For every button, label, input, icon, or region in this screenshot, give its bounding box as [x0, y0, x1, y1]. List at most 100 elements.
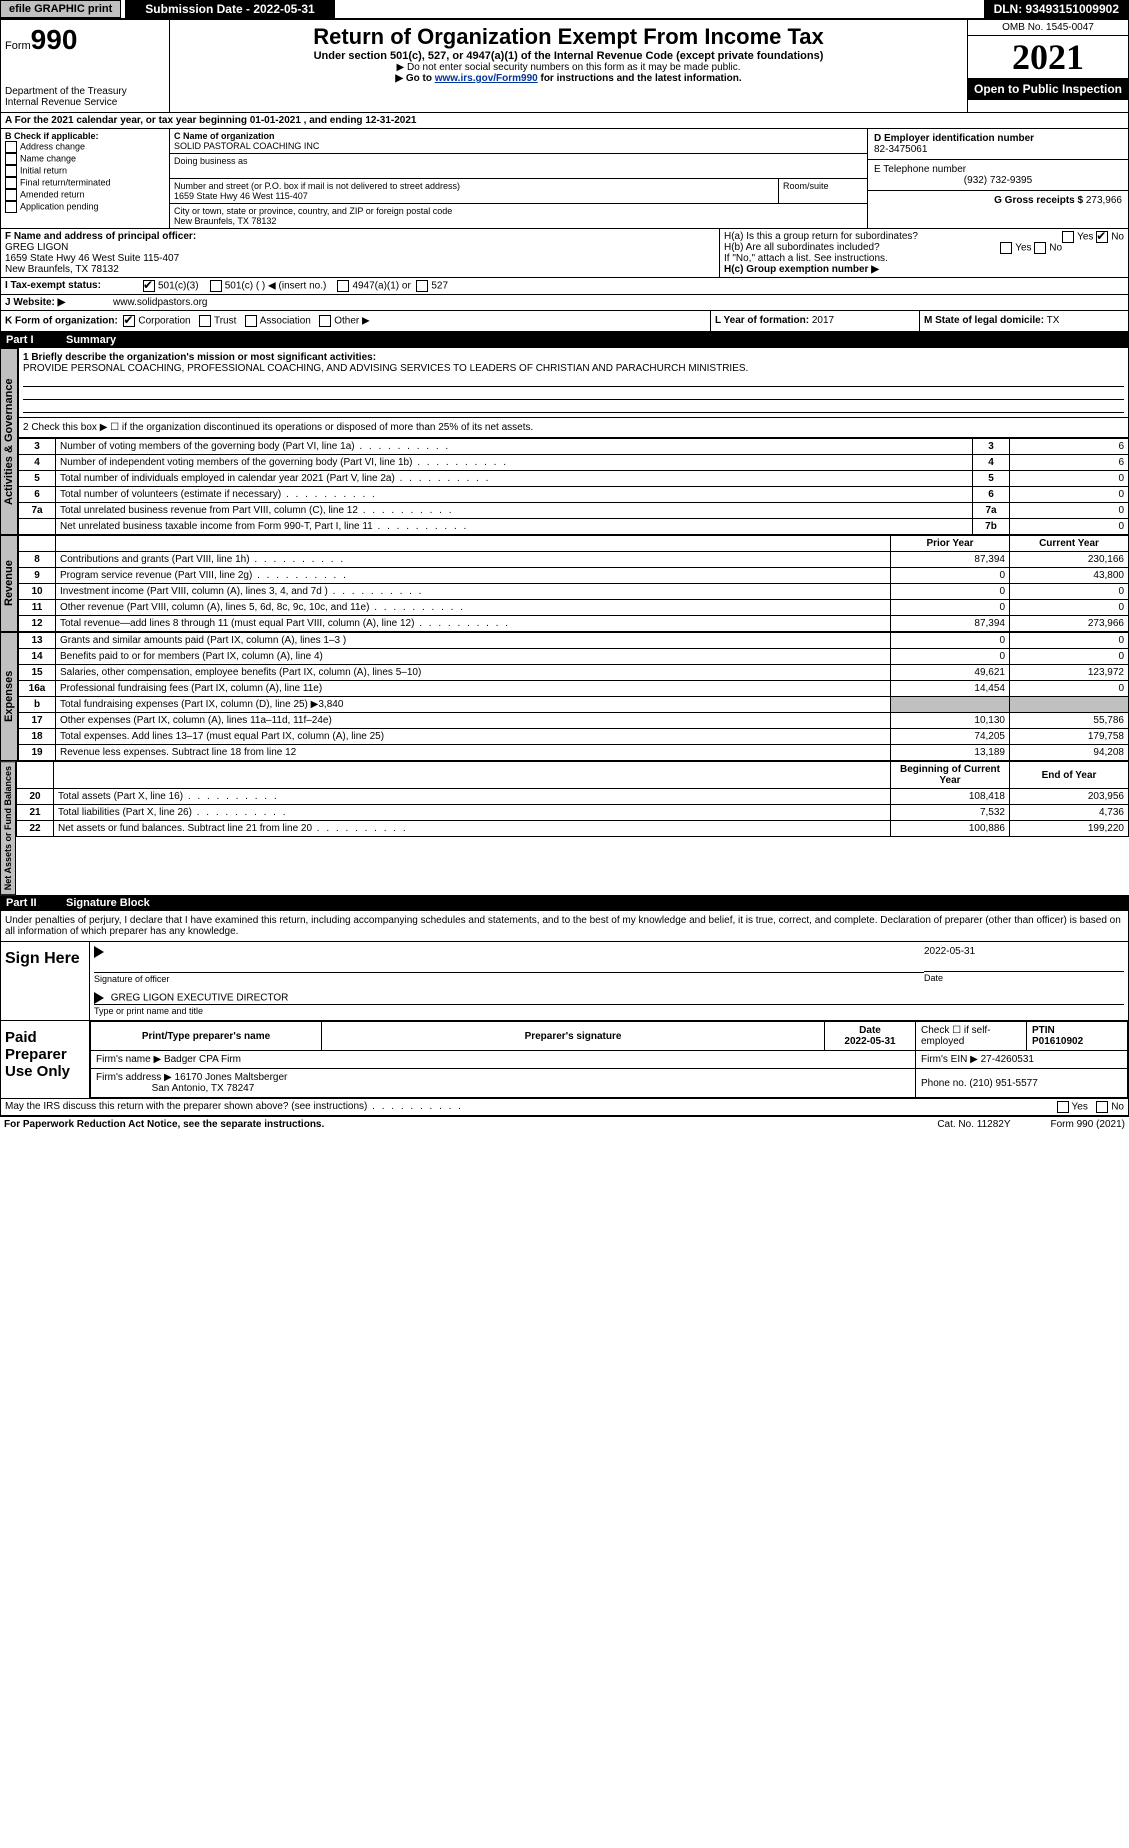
street-value: 1659 State Hwy 46 West 115-407 [174, 191, 774, 201]
mission-text: PROVIDE PERSONAL COACHING, PROFESSIONAL … [23, 363, 1124, 374]
l-value: 2017 [812, 315, 834, 326]
col-prior: Prior Year [891, 536, 1010, 552]
form-subtitle: Under section 501(c), 527, or 4947(a)(1)… [174, 50, 963, 62]
chk-corp[interactable] [123, 315, 135, 327]
table-row: 5Total number of individuals employed in… [19, 471, 1129, 487]
name-title-label: Type or print name and title [94, 1004, 1124, 1016]
th-date: Date [859, 1025, 881, 1036]
table-row: bTotal fundraising expenses (Part IX, co… [19, 697, 1129, 713]
street-label: Number and street (or P.O. box if mail i… [174, 181, 774, 191]
th-preparer: Print/Type preparer's name [91, 1022, 322, 1051]
officer-addr2: New Braunfels, TX 78132 [5, 264, 715, 275]
expenses-table: 13Grants and similar amounts paid (Part … [18, 632, 1129, 761]
submission-date: Submission Date - 2022-05-31 [125, 0, 334, 18]
city-label: City or town, state or province, country… [174, 206, 863, 216]
dba-label: Doing business as [174, 156, 863, 166]
row-klm: K Form of organization: Corporation Trus… [0, 311, 1129, 332]
opt-initial-return: Initial return [20, 165, 67, 175]
ha-no-label: No [1111, 232, 1124, 243]
table-row: 6Total number of volunteers (estimate if… [19, 487, 1129, 503]
col-begin: Beginning of Current Year [891, 762, 1010, 789]
col-current: Current Year [1010, 536, 1129, 552]
chk-address-change[interactable] [5, 141, 17, 153]
ha-no[interactable] [1096, 231, 1108, 243]
cat-no: Cat. No. 11282Y [937, 1119, 1010, 1130]
chk-other[interactable] [319, 315, 331, 327]
opt-app-pending: Application pending [20, 201, 99, 211]
irs-link[interactable]: www.irs.gov/Form990 [435, 73, 538, 84]
hb-yes[interactable] [1000, 242, 1012, 254]
opt-name-change: Name change [20, 153, 76, 163]
part1-num: Part I [6, 334, 66, 346]
form-title: Return of Organization Exempt From Incom… [174, 24, 963, 50]
table-row: Net unrelated business taxable income fr… [19, 519, 1129, 535]
form-number-block: Form990 Department of the Treasury Inter… [1, 20, 170, 112]
table-row: 8Contributions and grants (Part VIII, li… [19, 552, 1129, 568]
ssn-note: ▶ Do not enter social security numbers o… [174, 62, 963, 73]
omb-number: OMB No. 1545-0047 [968, 20, 1128, 36]
col-d-ein: D Employer identification number 82-3475… [867, 129, 1128, 228]
chk-final-return[interactable] [5, 177, 17, 189]
chk-501c[interactable] [210, 280, 222, 292]
chk-name-change[interactable] [5, 153, 17, 165]
efile-print-button[interactable]: efile GRAPHIC print [0, 0, 121, 18]
chk-app-pending[interactable] [5, 201, 17, 213]
paperwork-notice: For Paperwork Reduction Act Notice, see … [4, 1119, 324, 1130]
ha-label: H(a) Is this a group return for subordin… [724, 231, 918, 242]
dept-treasury: Department of the Treasury [5, 86, 165, 97]
netassets-table: Beginning of Current YearEnd of Year 20T… [16, 761, 1129, 837]
discuss-text: May the IRS discuss this return with the… [5, 1101, 463, 1113]
table-row: 21Total liabilities (Part X, line 26)7,5… [17, 805, 1129, 821]
dln: DLN: 93493151009902 [984, 0, 1129, 18]
chk-trust[interactable] [199, 315, 211, 327]
opt-assoc: Association [260, 316, 311, 327]
tel-value: (932) 732-9395 [874, 175, 1122, 186]
expenses-section: Expenses 13Grants and similar amounts pa… [0, 632, 1129, 761]
chk-amended[interactable] [5, 189, 17, 201]
chk-initial-return[interactable] [5, 165, 17, 177]
opt-4947: 4947(a)(1) or [352, 281, 410, 292]
chk-assoc[interactable] [245, 315, 257, 327]
paid-preparer-label: Paid Preparer Use Only [1, 1021, 90, 1098]
part1-header: Part I Summary [0, 332, 1129, 348]
firm-name: Badger CPA Firm [164, 1054, 241, 1065]
topbar: efile GRAPHIC print Submission Date - 20… [0, 0, 1129, 19]
hb-label: H(b) Are all subordinates included? [724, 242, 880, 253]
vtab-netassets: Net Assets or Fund Balances [0, 761, 16, 895]
hb-no-label: No [1049, 243, 1062, 254]
ha-yes[interactable] [1062, 231, 1074, 243]
chk-527[interactable] [416, 280, 428, 292]
arrow-icon-2 [94, 992, 104, 1004]
phone-val: (210) 951-5577 [969, 1078, 1037, 1089]
netassets-section: Net Assets or Fund Balances Beginning of… [0, 761, 1129, 895]
year-block: OMB No. 1545-0047 2021 Open to Public In… [967, 20, 1128, 112]
hb-no[interactable] [1034, 242, 1046, 254]
firm-name-label: Firm's name ▶ [96, 1054, 161, 1065]
hc-label: H(c) Group exemption number ▶ [724, 264, 1124, 275]
row-j: J Website: ▶ www.solidpastors.org [0, 295, 1129, 311]
declaration: Under penalties of perjury, I declare th… [0, 911, 1129, 942]
discuss-yes[interactable] [1057, 1101, 1069, 1113]
discuss-yes-label: Yes [1072, 1102, 1088, 1113]
col-end: End of Year [1010, 762, 1129, 789]
line2-box: 2 Check this box ▶ ☐ if the organization… [18, 418, 1129, 438]
firm-addr-label: Firm's address ▶ [96, 1072, 172, 1083]
principal-officer: F Name and address of principal officer:… [1, 229, 719, 277]
officer-name: GREG LIGON [5, 242, 715, 253]
table-row: 17Other expenses (Part IX, column (A), l… [19, 713, 1129, 729]
section-bcd: B Check if applicable: Address change Na… [0, 129, 1129, 229]
chk-4947[interactable] [337, 280, 349, 292]
website-value: www.solidpastors.org [109, 295, 1128, 310]
firm-addr2: San Antonio, TX 78247 [152, 1083, 255, 1094]
gross-value: 273,966 [1086, 195, 1122, 206]
opt-other: Other ▶ [334, 316, 369, 327]
i-label: I Tax-exempt status: [1, 278, 139, 294]
note2-pre: ▶ Go to [395, 73, 434, 84]
row-a-period: A For the 2021 calendar year, or tax yea… [0, 113, 1129, 129]
table-row: 16aProfessional fundraising fees (Part I… [19, 681, 1129, 697]
opt-final-return: Final return/terminated [20, 177, 111, 187]
row-fh: F Name and address of principal officer:… [0, 229, 1129, 278]
tel-label: E Telephone number [874, 164, 1122, 175]
discuss-no[interactable] [1096, 1101, 1108, 1113]
chk-501c3[interactable] [143, 280, 155, 292]
